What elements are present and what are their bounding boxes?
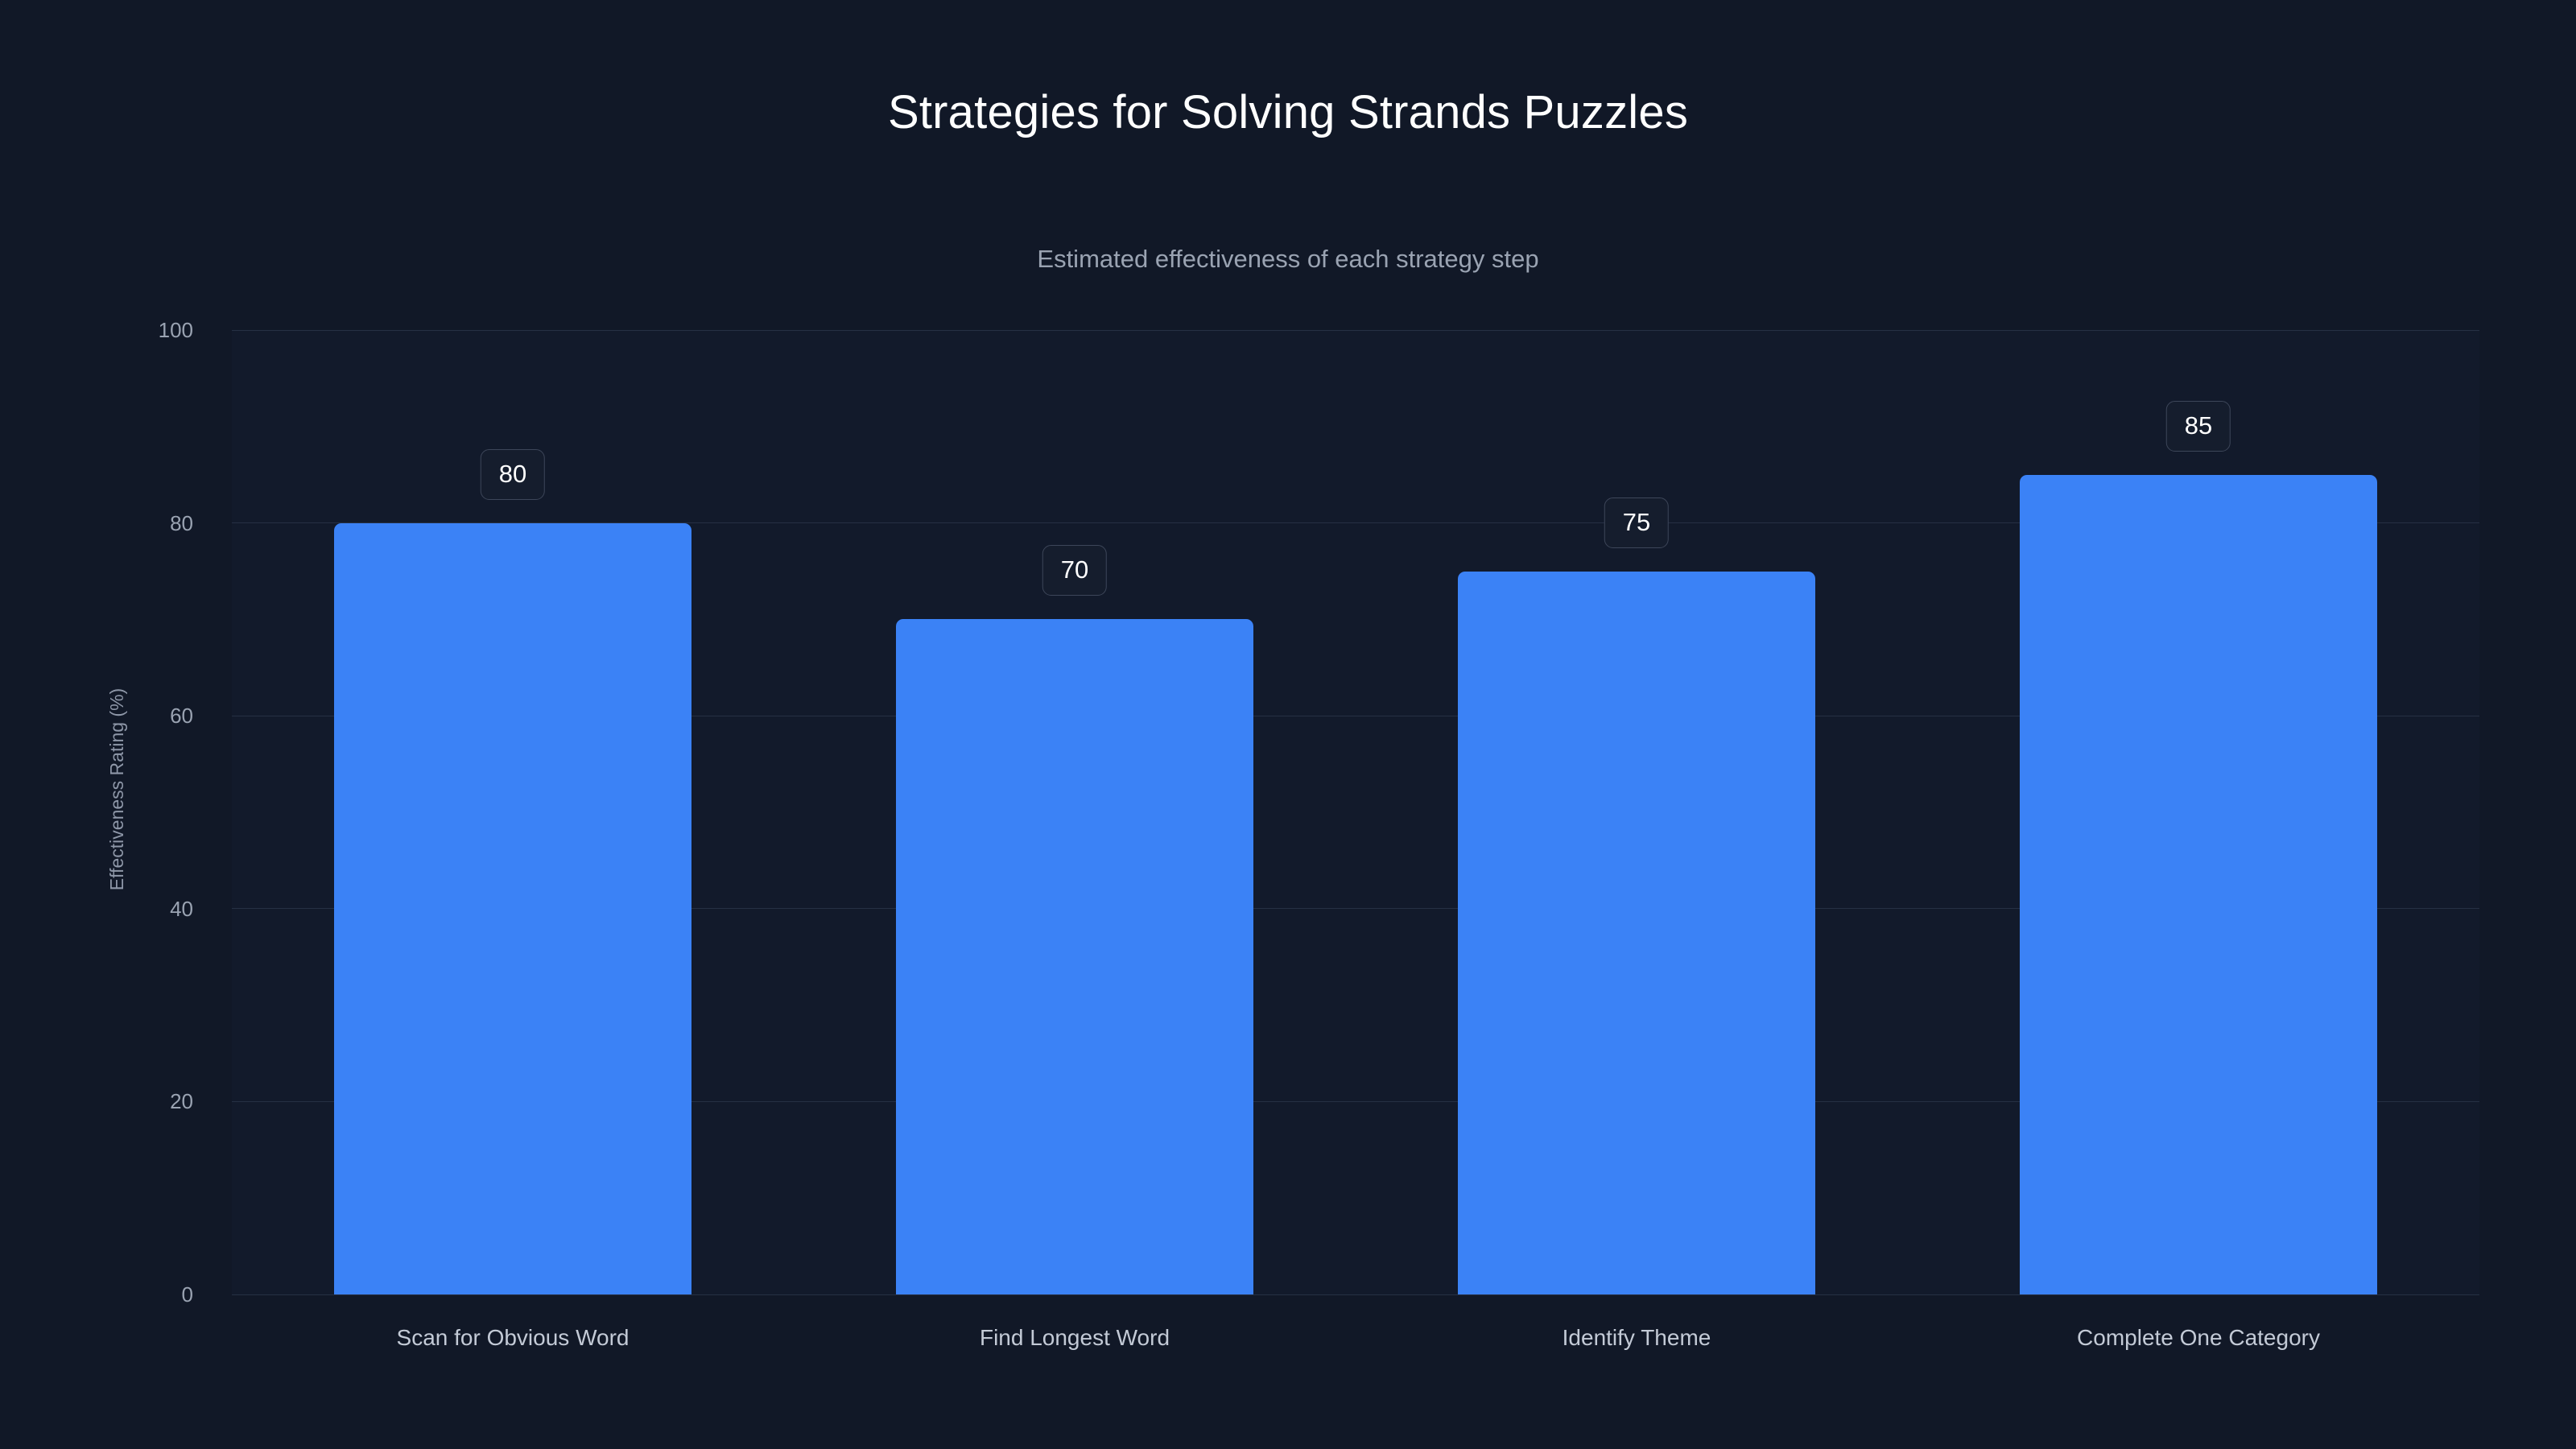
y-axis-tick-label: 0 <box>181 1282 193 1307</box>
x-axis-category-label: Find Longest Word <box>979 1325 1170 1350</box>
gridline <box>232 329 2479 331</box>
bar-slot <box>334 330 691 1294</box>
bar[interactable] <box>334 522 691 1294</box>
y-axis-tick-label: 60 <box>170 704 193 729</box>
bars-layer <box>232 330 2479 1294</box>
y-axis-tick-label: 100 <box>158 318 193 342</box>
bar-slot <box>896 330 1253 1294</box>
gridline <box>232 1294 2479 1295</box>
bar[interactable] <box>2020 474 2377 1294</box>
bar-value-label: 70 <box>1042 545 1108 597</box>
bar-value-label: 80 <box>480 448 546 500</box>
y-axis-tick-labels: 0 20 40 60 80 100 <box>0 0 208 1449</box>
y-axis-tick-label: 40 <box>170 896 193 921</box>
y-axis-tick-label: 80 <box>170 510 193 535</box>
x-axis-category-label: Scan for Obvious Word <box>396 1325 630 1350</box>
bar-value-label: 75 <box>1604 497 1670 548</box>
gridline <box>232 908 2479 910</box>
chart-title: Strategies for Solving Strands Puzzles <box>887 86 1689 138</box>
chart-subtitle: Estimated effectiveness of each strategy… <box>1037 245 1539 273</box>
y-axis-title: Effectiveness Rating (%) <box>101 640 134 938</box>
bar[interactable] <box>896 619 1253 1294</box>
y-axis-tick-label: 20 <box>170 1089 193 1114</box>
bar-slot <box>1458 330 1815 1294</box>
bar-value-label: 85 <box>2165 400 2231 452</box>
y-axis-title-text: Effectiveness Rating (%) <box>106 687 128 890</box>
bar[interactable] <box>1458 571 1815 1294</box>
gridline <box>232 1100 2479 1102</box>
x-axis-category-label: Identify Theme <box>1562 1325 1711 1350</box>
gridline <box>232 522 2479 524</box>
x-axis-category-label: Complete One Category <box>2077 1325 2320 1350</box>
bar-slot <box>2020 330 2377 1294</box>
